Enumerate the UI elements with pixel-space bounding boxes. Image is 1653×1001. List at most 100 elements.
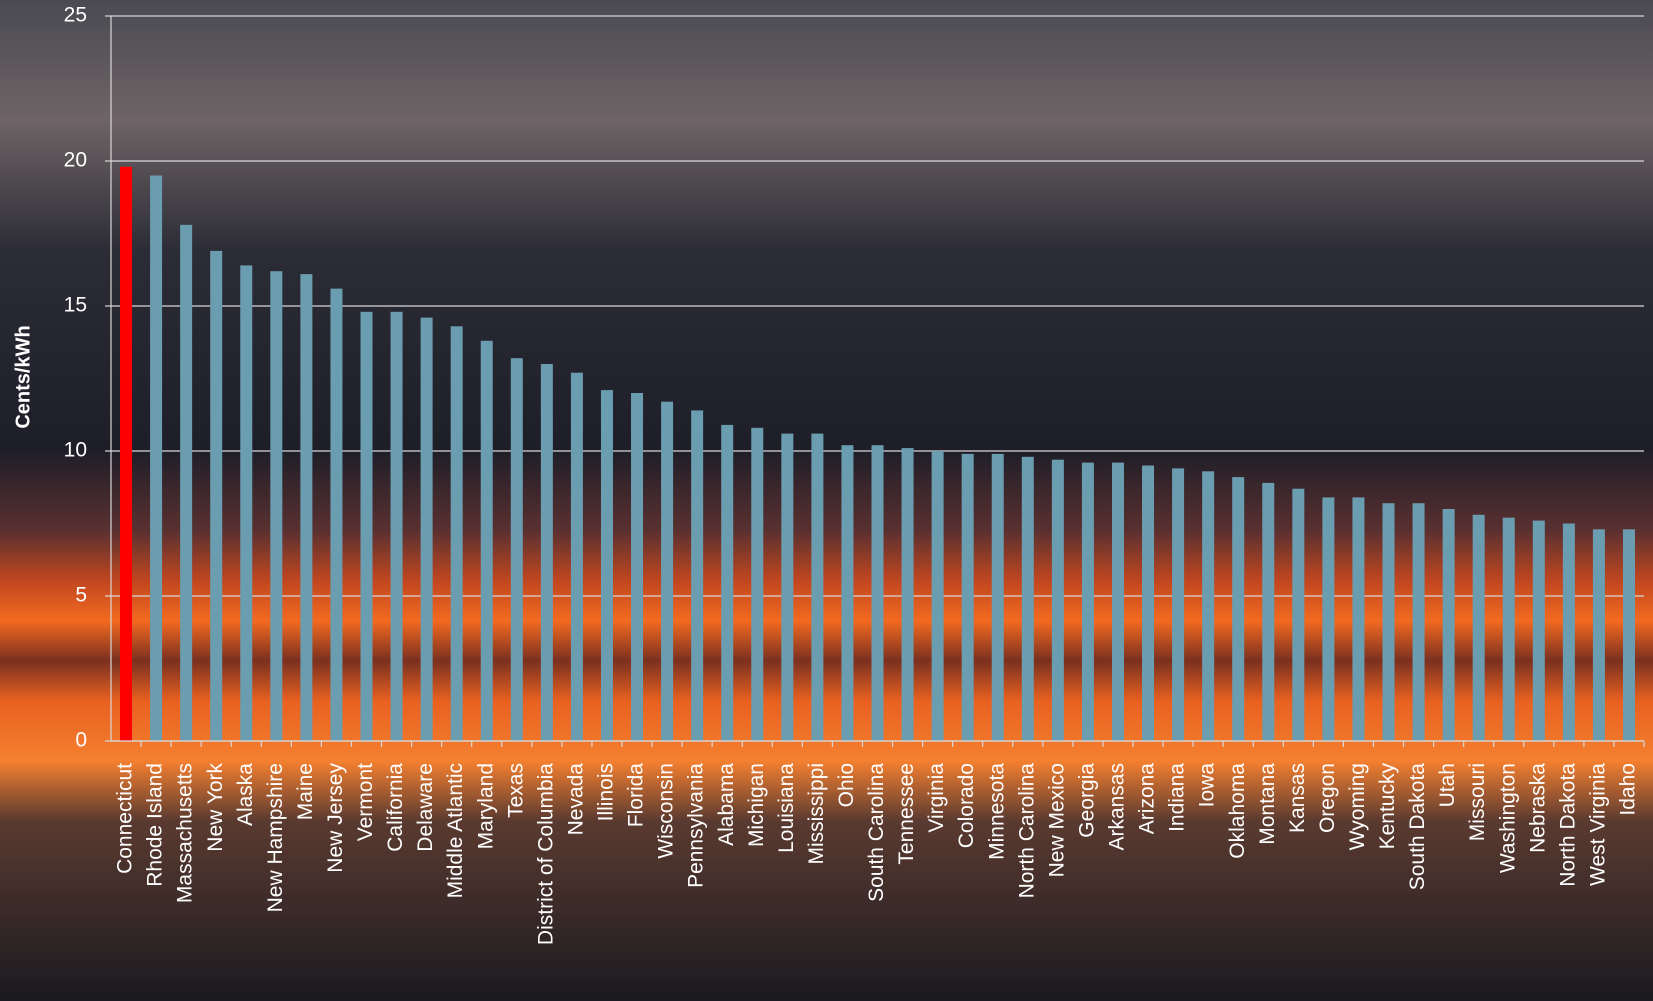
x-tick-label: Utah — [1436, 763, 1459, 807]
x-tick-label: Indiana — [1166, 763, 1189, 832]
x-tick-label: Colorado — [955, 763, 978, 848]
bar — [1502, 517, 1515, 741]
x-tick-label: Texas — [504, 763, 527, 818]
x-tick-label: Nevada — [564, 763, 587, 836]
bar — [1562, 523, 1575, 741]
bar — [1622, 529, 1635, 741]
bar — [1111, 462, 1124, 741]
bar — [480, 340, 493, 741]
bar — [1352, 497, 1365, 741]
x-tick-label: Vermont — [354, 763, 377, 841]
bar — [1142, 465, 1155, 741]
bar — [390, 311, 403, 741]
bar — [631, 393, 644, 741]
x-tick-label: South Carolina — [865, 763, 888, 902]
bar — [300, 274, 313, 741]
bar — [811, 433, 824, 741]
bar — [901, 448, 914, 741]
x-tick-label: Alaska — [234, 763, 257, 826]
bar — [1232, 477, 1245, 741]
x-tick-label: South Dakota — [1406, 763, 1429, 891]
x-tick-label: Oklahoma — [1226, 763, 1249, 859]
bar — [360, 311, 373, 741]
bar — [120, 166, 133, 742]
x-tick-label: Montana — [1256, 763, 1279, 845]
x-tick-label: North Carolina — [1015, 763, 1038, 899]
bar — [1021, 456, 1034, 741]
bar — [1532, 520, 1545, 741]
x-tick-label: Massachusetts — [174, 763, 197, 903]
y-axis-title: Cents/kWh — [12, 325, 34, 428]
bar — [1472, 514, 1485, 741]
x-tick-label: Georgia — [1075, 763, 1098, 838]
x-tick-label: District of Columbia — [534, 763, 557, 945]
x-tick-label: Kansas — [1286, 763, 1309, 833]
bar — [1322, 497, 1335, 741]
bar — [510, 358, 523, 741]
y-tick-label: 0 — [75, 729, 87, 752]
x-tick-label: Missouri — [1466, 763, 1489, 841]
y-tick-label: 10 — [64, 439, 87, 462]
bar — [691, 410, 704, 741]
x-tick-label: Michigan — [745, 763, 768, 847]
x-tick-label: Nebraska — [1526, 763, 1549, 853]
bar — [450, 326, 463, 741]
bar — [1262, 482, 1275, 741]
bar — [180, 224, 193, 742]
x-tick-label: Florida — [625, 763, 648, 828]
bar — [1442, 509, 1455, 741]
x-tick-label: Pennsylvania — [685, 763, 708, 888]
bar — [540, 364, 553, 741]
x-tick-label: Washington — [1496, 763, 1519, 873]
bar — [841, 445, 854, 741]
x-tick-label: Arkansas — [1106, 763, 1129, 851]
x-tick-label: Connecticut — [114, 763, 137, 874]
x-tick-label: Oregon — [1316, 763, 1339, 833]
x-tick-label: Middle Atlantic — [444, 763, 467, 898]
x-tick-label: Delaware — [414, 763, 437, 852]
bar — [991, 453, 1004, 741]
x-tick-label: California — [384, 763, 407, 852]
x-tick-label: Wyoming — [1346, 763, 1369, 850]
x-tick-label: Ohio — [835, 763, 858, 807]
bar — [1172, 468, 1185, 741]
x-tick-label: Arizona — [1136, 763, 1159, 835]
bar — [781, 433, 794, 741]
x-tick-label: Minnesota — [985, 763, 1008, 860]
y-tick-label: 20 — [64, 149, 87, 172]
bar — [210, 250, 223, 741]
bar — [1382, 503, 1395, 741]
x-tick-label: Kentucky — [1376, 763, 1399, 850]
bar — [270, 271, 283, 741]
bar — [961, 453, 974, 741]
x-tick-label: New Jersey — [324, 763, 347, 873]
x-tick-label: Louisiana — [775, 763, 798, 853]
bar — [721, 424, 734, 741]
x-tick-label: Illinois — [595, 763, 618, 821]
bar — [1292, 488, 1305, 741]
bar — [1081, 462, 1094, 741]
bar — [751, 427, 764, 741]
bar — [330, 288, 343, 741]
bar — [661, 401, 674, 741]
x-tick-label: Tennessee — [895, 763, 918, 865]
x-tick-label: Alabama — [715, 763, 738, 846]
y-tick-label: 15 — [64, 294, 87, 317]
x-tick-label: New Hampshire — [264, 763, 287, 912]
bar — [1592, 529, 1605, 741]
x-tick-label: Virginia — [925, 763, 948, 833]
x-tick-label: West Virginia — [1586, 763, 1609, 886]
bar — [570, 372, 583, 741]
y-tick-label: 25 — [64, 4, 87, 27]
bar — [871, 445, 884, 741]
x-tick-label: Maine — [294, 763, 317, 820]
y-tick-label: 5 — [75, 584, 87, 607]
bar — [420, 317, 433, 741]
bar — [600, 390, 613, 741]
x-tick-label: New York — [204, 763, 227, 852]
x-tick-label: Iowa — [1196, 763, 1219, 808]
x-tick-label: Idaho — [1617, 763, 1640, 816]
x-tick-label: Maryland — [474, 763, 497, 849]
x-tick-label: Rhode Island — [144, 763, 167, 887]
x-tick-label: New Mexico — [1045, 763, 1068, 877]
